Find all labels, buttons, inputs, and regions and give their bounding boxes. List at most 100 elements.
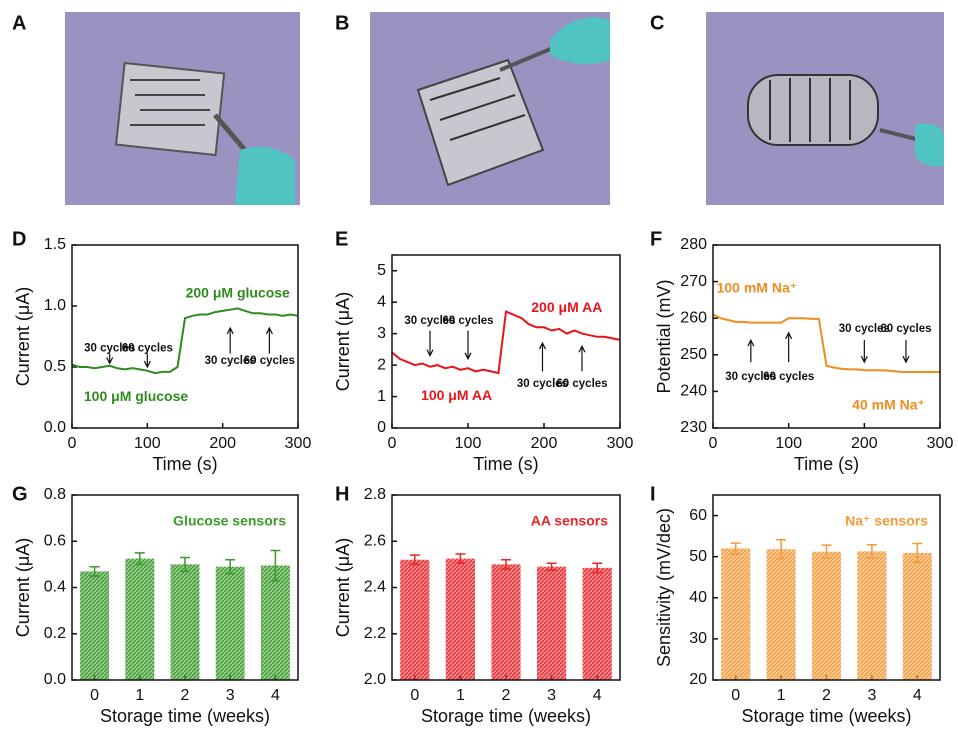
x-tick-label: 300 — [927, 435, 954, 452]
plot-frame — [712, 244, 941, 429]
y-tick-label: 60 — [689, 507, 707, 524]
x-tick-label: 4 — [271, 687, 280, 704]
trace — [71, 307, 299, 375]
y-tick-label: 270 — [680, 273, 707, 290]
y-tick-label: 50 — [689, 548, 707, 565]
cycle-label: 60 cycles — [442, 315, 493, 327]
bar — [582, 567, 612, 680]
y-tick-label: 2.4 — [364, 579, 386, 596]
error-bar — [821, 544, 832, 560]
panel-label: B — [335, 12, 349, 34]
panel-label: E — [335, 228, 348, 250]
error-bar — [912, 542, 923, 564]
panel-label: D — [12, 228, 26, 250]
x-tick-label: 0 — [68, 435, 77, 452]
x-axis-label: Time (s) — [473, 454, 538, 474]
y-tick-label: 2.8 — [364, 486, 386, 503]
x-tick-label: 0 — [410, 687, 419, 704]
y-tick-label: 280 — [680, 236, 707, 253]
error-bar — [134, 552, 145, 566]
arrow — [785, 331, 793, 363]
bar — [537, 566, 567, 680]
arrow — [578, 344, 586, 372]
condition-label: 100 μM AA — [421, 387, 492, 403]
cycle-label: 30 cycles — [517, 378, 568, 390]
arrow — [265, 326, 273, 354]
x-tick-label: 3 — [226, 687, 235, 704]
y-tick-label: 0.0 — [44, 671, 66, 688]
bar — [811, 551, 842, 680]
y-tick-label: 260 — [680, 309, 707, 326]
error-bar — [501, 559, 511, 570]
y-tick-label: 5 — [377, 262, 386, 279]
plot-frame — [391, 254, 621, 429]
cycle-label: 60 cycles — [244, 355, 295, 367]
cycle-label: 30 cycles — [84, 343, 135, 355]
y-tick-label: 2 — [377, 356, 386, 373]
series-label: Glucose sensors — [173, 513, 286, 529]
arrow — [426, 330, 434, 357]
bar — [170, 564, 200, 680]
photo-a — [65, 12, 300, 205]
panel-label: G — [12, 483, 28, 505]
error-bar — [455, 553, 466, 564]
y-axis-label: Sensitivity (mV/dec) — [654, 508, 674, 667]
error-bar — [866, 543, 877, 559]
x-tick-label: 4 — [593, 687, 602, 704]
y-tick-label: 0.4 — [44, 579, 66, 596]
cycle-label: 60 cycles — [122, 343, 173, 355]
bar — [215, 566, 245, 680]
y-axis-label: Current (μA) — [333, 292, 353, 391]
condition-label: 40 mM Na⁺ — [852, 397, 925, 413]
cycle-label: 30 cycles — [725, 371, 776, 383]
x-axis-label: Time (s) — [152, 454, 217, 474]
panel-label: A — [12, 12, 26, 34]
y-tick-label: 250 — [680, 346, 707, 363]
y-tick-label: 2.2 — [364, 625, 386, 642]
x-tick-label: 0 — [388, 435, 397, 452]
y-tick-label: 0.8 — [44, 486, 66, 503]
cycle-label: 60 cycles — [880, 323, 931, 335]
x-tick-label: 1 — [456, 687, 465, 704]
trace — [391, 310, 621, 375]
y-tick-label: 20 — [689, 671, 707, 688]
bar — [902, 552, 932, 680]
panel-label: I — [650, 483, 656, 505]
x-axis-label: Storage time (weeks) — [741, 706, 911, 726]
x-tick-label: 300 — [607, 435, 634, 452]
y-tick-label: 1.0 — [44, 297, 66, 314]
x-tick-label: 0 — [90, 687, 99, 704]
error-bar — [180, 556, 190, 573]
y-tick-label: 1.5 — [44, 236, 66, 253]
bar — [260, 565, 290, 680]
bar — [491, 564, 521, 680]
plot-frame — [71, 244, 299, 429]
cycle-label: 60 cycles — [763, 371, 814, 383]
x-tick-label: 200 — [531, 435, 558, 452]
x-tick-label: 0 — [731, 687, 740, 704]
condition-label: 200 μM AA — [531, 299, 602, 315]
x-tick-label: 100 — [455, 435, 482, 452]
y-tick-label: 4 — [377, 293, 386, 310]
y-axis-label: Current (μA) — [13, 538, 33, 637]
panel-label: F — [650, 228, 662, 250]
bar — [766, 549, 796, 680]
y-tick-label: 3 — [377, 325, 386, 342]
arrow — [143, 353, 151, 369]
y-tick-label: 0.6 — [44, 532, 66, 549]
x-tick-label: 2 — [822, 687, 831, 704]
x-tick-label: 0 — [709, 435, 718, 452]
x-tick-label: 3 — [867, 687, 876, 704]
series-label: AA sensors — [531, 513, 609, 529]
x-axis-label: Storage time (weeks) — [421, 706, 591, 726]
arrow — [538, 341, 547, 372]
trace — [712, 313, 940, 373]
panel-label: H — [335, 483, 349, 505]
arrow — [902, 340, 910, 364]
cycle-label: 30 cycles — [205, 355, 256, 367]
series-label: Na⁺ sensors — [845, 513, 928, 529]
error-bar — [776, 539, 787, 560]
error-bar — [546, 562, 557, 571]
